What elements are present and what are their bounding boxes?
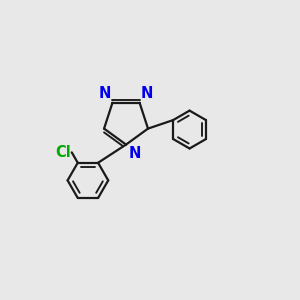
Text: N: N [141, 86, 153, 101]
Text: Cl: Cl [55, 145, 70, 160]
Text: N: N [99, 86, 111, 101]
Text: N: N [129, 146, 141, 161]
